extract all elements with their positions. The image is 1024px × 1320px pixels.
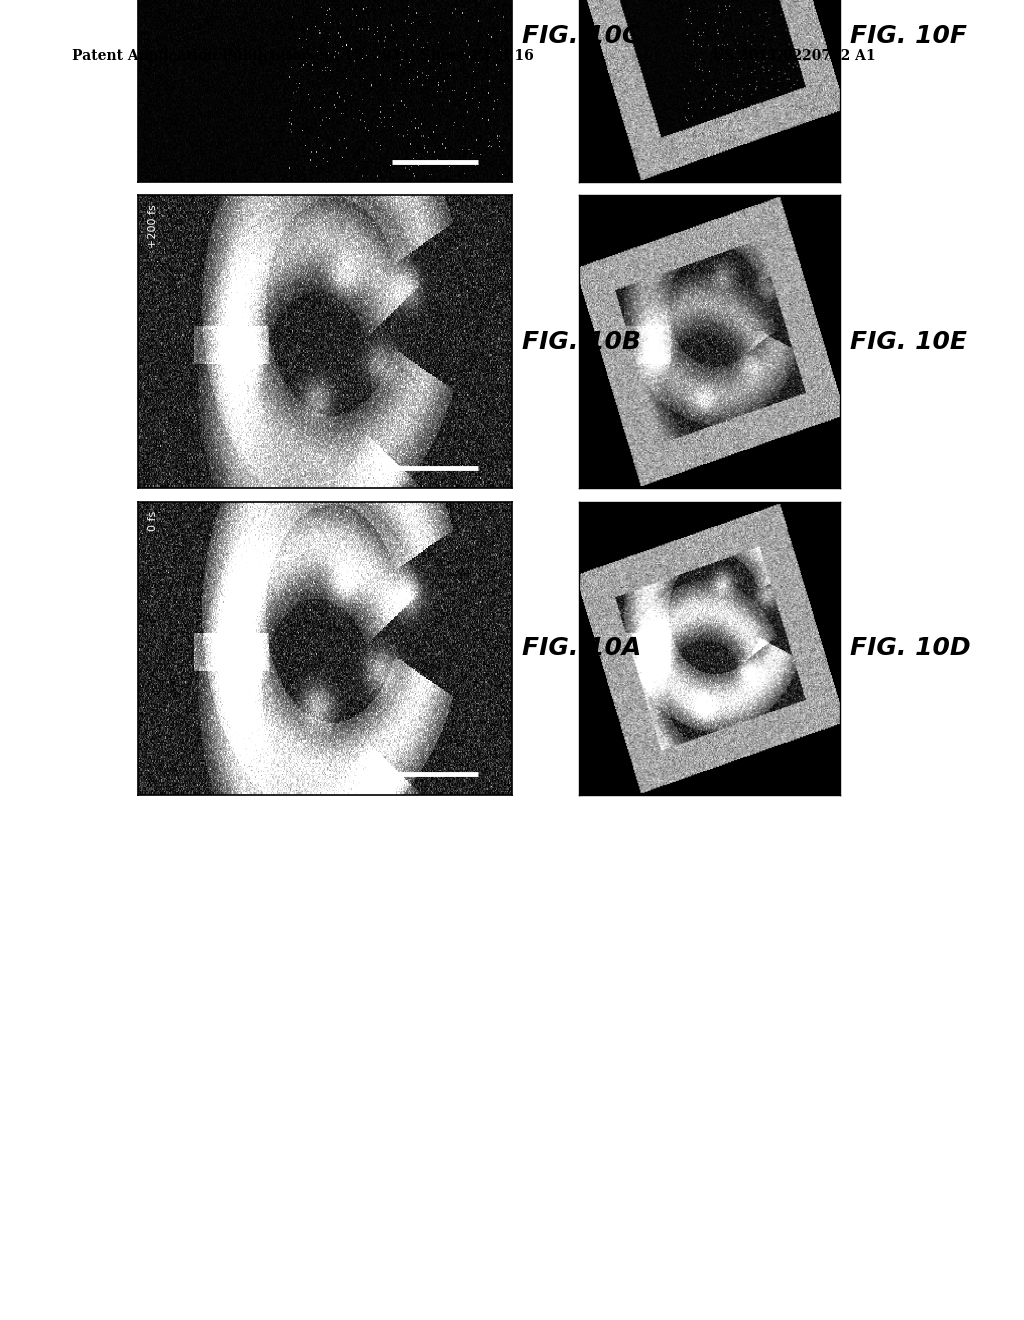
Text: FIG. 10A: FIG. 10A <box>522 636 641 660</box>
Text: US 2011/0220792 A1: US 2011/0220792 A1 <box>712 49 876 63</box>
Text: FIG. 10C: FIG. 10C <box>522 24 640 48</box>
Text: 0 fs: 0 fs <box>147 511 158 531</box>
Text: FIG. 10E: FIG. 10E <box>850 330 967 354</box>
Text: FIG. 10B: FIG. 10B <box>522 330 641 354</box>
Text: Sep. 15, 2011  Sheet 13 of 16: Sep. 15, 2011 Sheet 13 of 16 <box>305 49 535 63</box>
Text: +200 fs: +200 fs <box>147 205 158 248</box>
Text: FIG. 10D: FIG. 10D <box>850 636 971 660</box>
Text: Patent Application Publication: Patent Application Publication <box>72 49 311 63</box>
Text: FIG. 10F: FIG. 10F <box>850 24 967 48</box>
